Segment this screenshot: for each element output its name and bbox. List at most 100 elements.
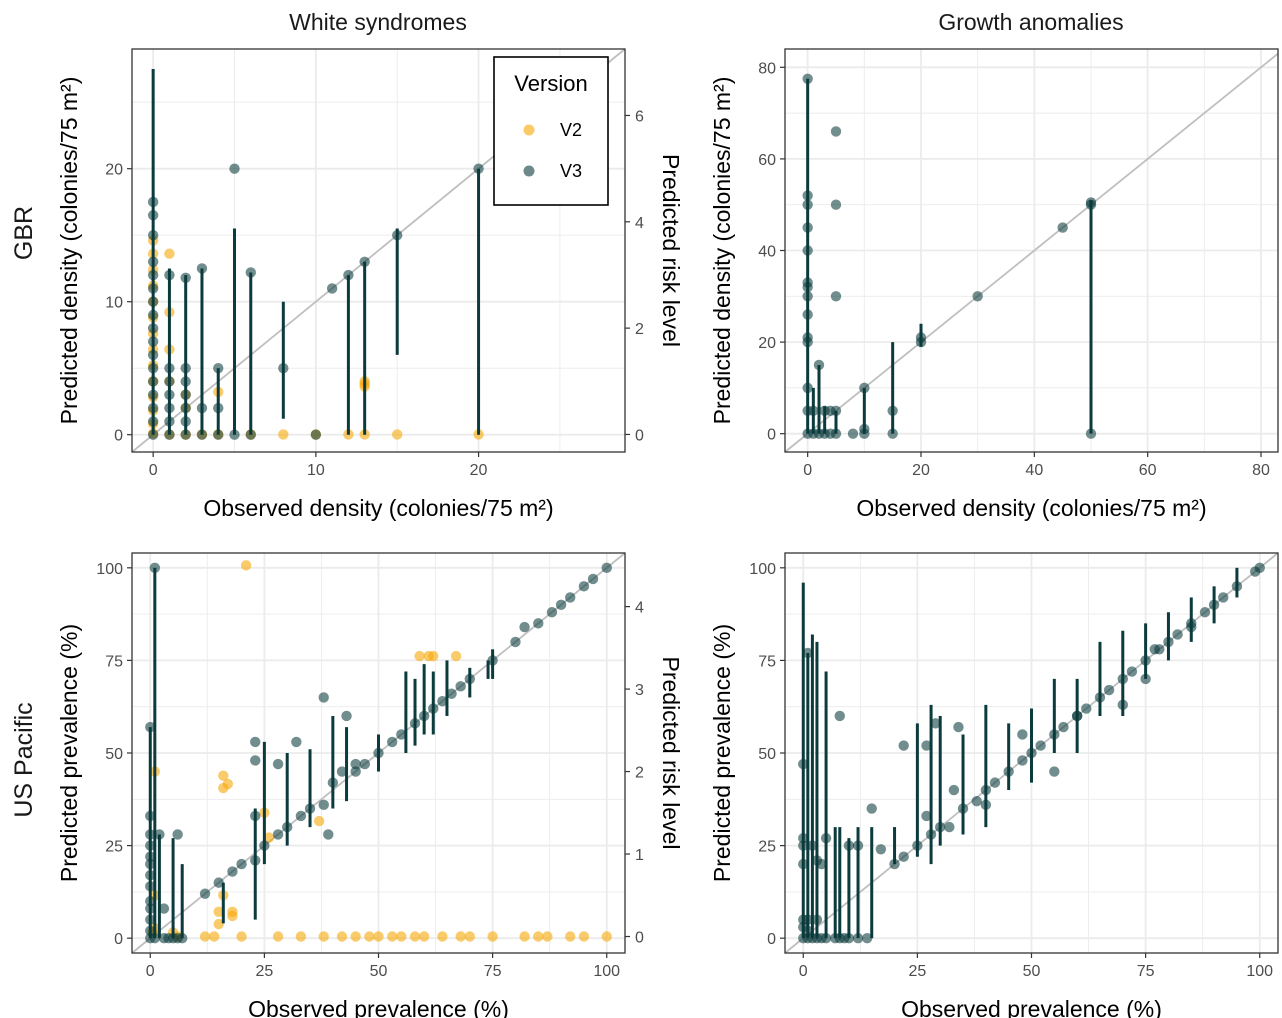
point-v3 (145, 881, 156, 892)
point-v3 (177, 932, 188, 944)
point-v3 (145, 829, 156, 840)
point-v3 (915, 332, 927, 343)
point-v3 (147, 389, 159, 401)
point-v2 (450, 650, 462, 662)
point-v3 (259, 840, 270, 851)
point-v3 (1017, 729, 1028, 740)
point-v3 (798, 858, 809, 870)
point-v3 (350, 758, 361, 770)
data-layer (802, 73, 1097, 439)
tick-label-x: 10 (307, 462, 325, 479)
y-axis-title: Predicted density (colonies/75 m²) (56, 77, 82, 425)
tick-label-y2: 3 (635, 682, 644, 699)
tick-label-x: 100 (593, 963, 620, 980)
tick-label-x: 60 (1139, 462, 1157, 479)
tick-label-y: 25 (105, 839, 123, 856)
point-v3 (1254, 562, 1265, 574)
point-v3 (473, 163, 484, 174)
point-v3 (802, 281, 813, 293)
point-v3 (802, 336, 813, 348)
point-v3 (1208, 599, 1220, 611)
point-v2 (227, 906, 238, 917)
point-v3 (250, 755, 261, 766)
point-v3 (1117, 673, 1128, 685)
point-v3 (359, 758, 371, 770)
tick-label-y: 50 (105, 746, 123, 763)
point-v3 (533, 618, 544, 629)
point-v3 (291, 736, 302, 748)
point-v3 (145, 895, 156, 907)
y-axis-title: Predicted prevalence (%) (709, 624, 735, 882)
point-v3 (802, 222, 813, 233)
tick-label-y2: 4 (635, 600, 644, 617)
point-v3 (808, 405, 819, 416)
point-v3 (802, 291, 813, 302)
row-title-us-pacific: US Pacific (10, 702, 38, 817)
point-v3 (318, 692, 329, 703)
point-v3 (343, 269, 354, 281)
point-v3 (921, 810, 932, 822)
point-v3 (1218, 592, 1229, 603)
tick-label-x: 40 (1025, 462, 1043, 479)
point-v2 (386, 931, 398, 942)
point-v3 (989, 777, 1001, 788)
point-v3 (921, 740, 932, 751)
point-v3 (180, 363, 191, 374)
tick-label-y: 100 (96, 561, 123, 578)
tick-label-x: 100 (1246, 963, 1273, 980)
strip-title-white-syndromes: White syndromes (289, 9, 467, 35)
point-v3 (1163, 636, 1174, 648)
point-v3 (820, 832, 832, 844)
tick-label-x: 20 (912, 462, 930, 479)
point-v3 (196, 263, 208, 274)
point-v3 (213, 877, 224, 888)
point-v3 (811, 855, 823, 866)
point-v2 (364, 931, 375, 942)
y-axis-title: Predicted prevalence (%) (56, 624, 82, 882)
point-v3 (1057, 222, 1068, 233)
point-v2 (392, 429, 403, 440)
point-v3 (446, 688, 457, 699)
tick-label-x: 0 (803, 462, 812, 479)
point-v3 (145, 721, 156, 733)
tick-label-y: 0 (114, 931, 123, 948)
point-v2 (313, 815, 325, 827)
point-v3 (830, 199, 842, 210)
point-v3 (147, 283, 159, 294)
point-v3 (147, 429, 159, 440)
tick-label-y2: 4 (635, 215, 644, 232)
point-v3 (830, 126, 842, 137)
point-v3 (1049, 766, 1060, 777)
point-v3 (323, 829, 334, 840)
point-v3 (971, 795, 982, 807)
tick-label-y2: 2 (635, 765, 644, 782)
point-v3 (1149, 644, 1160, 655)
point-v2 (199, 931, 211, 942)
point-v3 (350, 766, 361, 777)
point-v3 (464, 673, 475, 685)
tick-label-x: 0 (146, 963, 155, 980)
point-v3 (145, 840, 156, 851)
point-v2 (240, 560, 252, 571)
point-v3 (1035, 740, 1046, 751)
point-v2 (318, 931, 329, 942)
x-axis-title: Observed density (colonies/75 m²) (856, 495, 1206, 521)
point-v3 (889, 858, 900, 870)
y2-axis-title: Predicted risk level (658, 656, 684, 849)
tick-label-y: 75 (758, 653, 776, 670)
tick-label-y2: 6 (635, 108, 644, 125)
x-axis-title: Observed density (colonies/75 m²) (203, 495, 553, 521)
point-v3 (1085, 197, 1097, 208)
tick-label-x: 50 (370, 963, 388, 980)
point-v3 (145, 903, 156, 914)
point-v3 (866, 803, 877, 814)
point-v3 (418, 710, 430, 722)
point-v3 (180, 416, 191, 427)
point-v2 (578, 931, 590, 942)
point-v3 (437, 695, 448, 707)
point-v3 (519, 621, 530, 633)
point-v3 (310, 429, 322, 440)
point-v3 (925, 829, 937, 840)
point-v3 (930, 718, 941, 729)
point-v2 (278, 429, 289, 440)
